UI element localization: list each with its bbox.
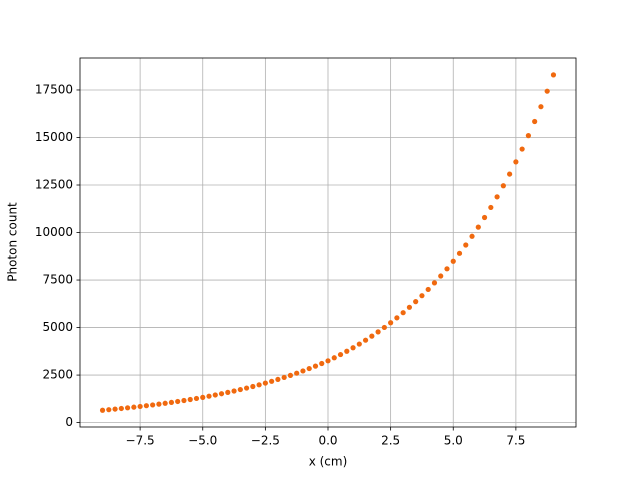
point bbox=[175, 398, 181, 405]
point bbox=[538, 104, 544, 110]
point bbox=[218, 391, 225, 397]
point bbox=[112, 406, 118, 412]
point bbox=[463, 242, 469, 248]
point bbox=[356, 341, 362, 347]
point bbox=[331, 355, 337, 361]
y-tick-label: 15000 bbox=[35, 130, 73, 144]
point bbox=[269, 378, 275, 384]
point bbox=[99, 407, 106, 413]
point bbox=[231, 388, 237, 394]
point bbox=[425, 286, 431, 293]
point bbox=[544, 88, 550, 94]
point bbox=[262, 380, 268, 386]
point bbox=[400, 310, 406, 316]
point bbox=[413, 299, 419, 305]
point bbox=[275, 376, 281, 383]
x-tick-label: 2.5 bbox=[381, 434, 400, 448]
y-tick-label: 5000 bbox=[42, 320, 73, 334]
point bbox=[469, 233, 475, 239]
point bbox=[350, 345, 356, 351]
y-tick-label: 10000 bbox=[35, 225, 73, 239]
point bbox=[206, 393, 212, 399]
point bbox=[156, 401, 162, 407]
point bbox=[300, 368, 306, 374]
point bbox=[237, 386, 243, 393]
point bbox=[500, 183, 506, 189]
point bbox=[319, 360, 325, 367]
plot-frame bbox=[79, 57, 577, 428]
point bbox=[106, 407, 112, 413]
point bbox=[337, 351, 344, 358]
x-tick-label: −2.5 bbox=[251, 434, 280, 448]
point bbox=[456, 250, 463, 256]
point bbox=[369, 333, 375, 339]
point bbox=[256, 382, 262, 388]
point bbox=[375, 329, 381, 335]
point bbox=[193, 395, 200, 402]
y-tick-label: 2500 bbox=[42, 368, 73, 382]
point bbox=[131, 404, 137, 410]
point bbox=[438, 273, 444, 279]
point bbox=[513, 159, 519, 165]
point bbox=[388, 320, 394, 326]
point bbox=[507, 171, 513, 177]
point bbox=[406, 304, 413, 310]
point bbox=[200, 394, 206, 400]
point bbox=[488, 204, 494, 211]
y-tick-label: 12500 bbox=[35, 178, 73, 192]
point bbox=[550, 72, 557, 78]
point bbox=[532, 118, 538, 125]
point bbox=[137, 403, 143, 410]
x-tick-label: 5.0 bbox=[444, 434, 463, 448]
x-tick-label: −7.5 bbox=[126, 434, 155, 448]
x-tick-label: −5.0 bbox=[188, 434, 217, 448]
x-axis-label: x (cm) bbox=[309, 455, 348, 469]
point bbox=[143, 403, 149, 409]
point bbox=[187, 396, 193, 403]
y-axis-label: Photon count bbox=[6, 202, 20, 282]
point bbox=[243, 385, 250, 391]
point bbox=[281, 374, 287, 381]
point bbox=[312, 363, 319, 369]
x-tick-label: 0.0 bbox=[318, 434, 337, 448]
point bbox=[475, 224, 481, 230]
point bbox=[287, 372, 294, 378]
point bbox=[362, 337, 369, 343]
x-tick-label: 7.5 bbox=[506, 434, 525, 448]
point bbox=[519, 146, 525, 152]
y-tick-label: 17500 bbox=[35, 82, 73, 96]
point bbox=[325, 358, 331, 364]
point bbox=[294, 370, 300, 376]
point bbox=[344, 348, 350, 354]
point bbox=[481, 214, 488, 221]
point bbox=[494, 194, 500, 200]
point bbox=[212, 392, 218, 398]
point bbox=[162, 400, 168, 406]
point bbox=[181, 397, 187, 404]
y-tick-label: 0 bbox=[65, 415, 73, 429]
point bbox=[444, 266, 450, 272]
point bbox=[225, 389, 231, 395]
point bbox=[450, 258, 456, 264]
point bbox=[419, 293, 425, 299]
point bbox=[306, 365, 312, 372]
point bbox=[431, 280, 438, 286]
point bbox=[381, 324, 387, 331]
point bbox=[525, 133, 532, 139]
point bbox=[394, 315, 400, 321]
point bbox=[168, 399, 175, 406]
point bbox=[124, 405, 131, 411]
point bbox=[150, 402, 156, 408]
point bbox=[118, 405, 124, 412]
point bbox=[250, 383, 256, 390]
y-tick-label: 7500 bbox=[42, 273, 73, 287]
